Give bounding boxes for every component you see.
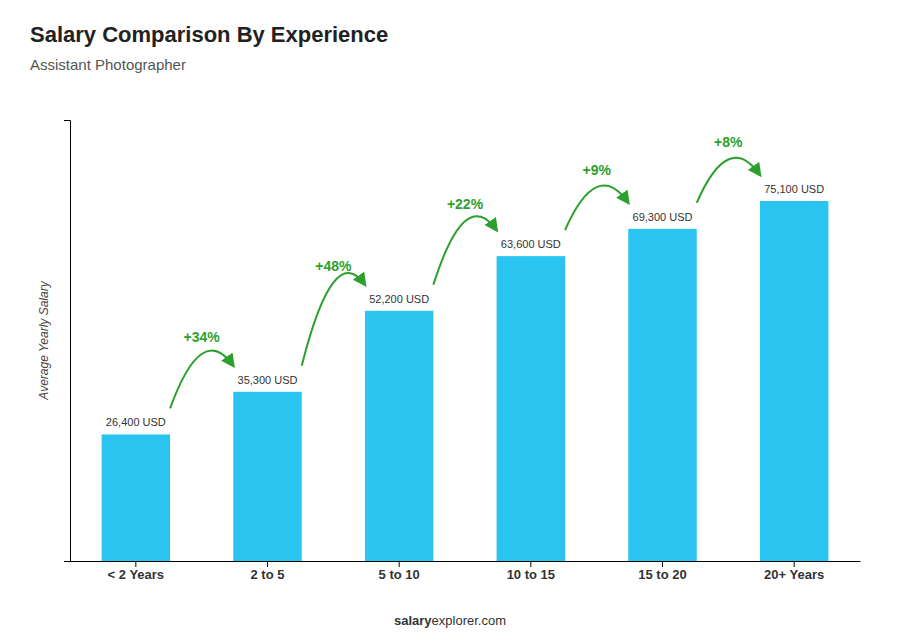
data-label: 69,300 USD xyxy=(633,211,693,223)
x-tick-label: 15 to 20 xyxy=(638,567,686,582)
subtitle: Assistant Photographer xyxy=(30,56,186,73)
bar xyxy=(760,201,828,561)
x-tick-mark xyxy=(399,561,400,567)
x-tick: 20+ Years xyxy=(764,561,824,582)
annotation: +8% xyxy=(714,134,743,150)
footer: salaryexplorer.com xyxy=(394,613,506,628)
annotation-arrow xyxy=(433,216,496,285)
annotation-arrow xyxy=(302,273,365,366)
data-label: 52,200 USD xyxy=(369,293,429,305)
bar xyxy=(497,256,565,561)
x-tick-label: 5 to 10 xyxy=(379,567,420,582)
annotation: +9% xyxy=(582,162,611,178)
x-tick: 2 to 5 xyxy=(251,561,285,582)
x-tick: 5 to 10 xyxy=(379,561,420,582)
x-axis-line xyxy=(71,561,861,562)
bar xyxy=(102,434,170,561)
annotation: +22% xyxy=(447,196,484,212)
x-tick-label: 10 to 15 xyxy=(507,567,555,582)
y-axis xyxy=(64,121,71,562)
data-label: 75,100 USD xyxy=(764,183,824,195)
x-tick-mark xyxy=(662,561,663,567)
x-tick-label: < 2 Years xyxy=(108,567,165,582)
annotation: +34% xyxy=(184,329,221,345)
y-axis-line xyxy=(64,121,71,562)
x-tick-label: 2 to 5 xyxy=(251,567,285,582)
bars xyxy=(102,201,829,561)
x-tick: < 2 Years xyxy=(108,561,165,582)
x-tick-mark xyxy=(267,561,268,567)
x-tick-label: 20+ Years xyxy=(764,567,824,582)
annotation: +48% xyxy=(315,258,352,274)
annotation-arrow xyxy=(697,158,760,203)
annotation-arrow xyxy=(565,186,628,231)
x-axis: < 2 Years 2 to 5 5 to 10 10 to 15 15 to 20 20… xyxy=(71,561,861,582)
annotation-arrow xyxy=(170,351,233,409)
x-tick-mark xyxy=(530,561,531,567)
title: Salary Comparison By Experience xyxy=(30,22,388,47)
x-tick-mark xyxy=(135,561,136,567)
data-label: 26,400 USD xyxy=(106,416,166,428)
data-label: 63,600 USD xyxy=(501,238,561,250)
data-label: 35,300 USD xyxy=(238,374,298,386)
annotations: +34% +48% +22% +9% +8% xyxy=(170,134,760,408)
footer-part: salary xyxy=(394,613,432,628)
footer-part: explorer.com xyxy=(432,613,506,628)
x-tick: 15 to 20 xyxy=(638,561,686,582)
x-tick-mark xyxy=(794,561,795,567)
chart: Salary Comparison By Experience Assistant… xyxy=(0,0,900,641)
bar xyxy=(628,229,696,561)
bar xyxy=(365,311,433,561)
y-axis-title: Average Yearly Salary xyxy=(37,280,51,400)
data-labels: 26,400 USD 35,300 USD 52,200 USD 63,600 USD… xyxy=(106,183,824,428)
x-tick: 10 to 15 xyxy=(507,561,555,582)
bar xyxy=(233,392,301,561)
